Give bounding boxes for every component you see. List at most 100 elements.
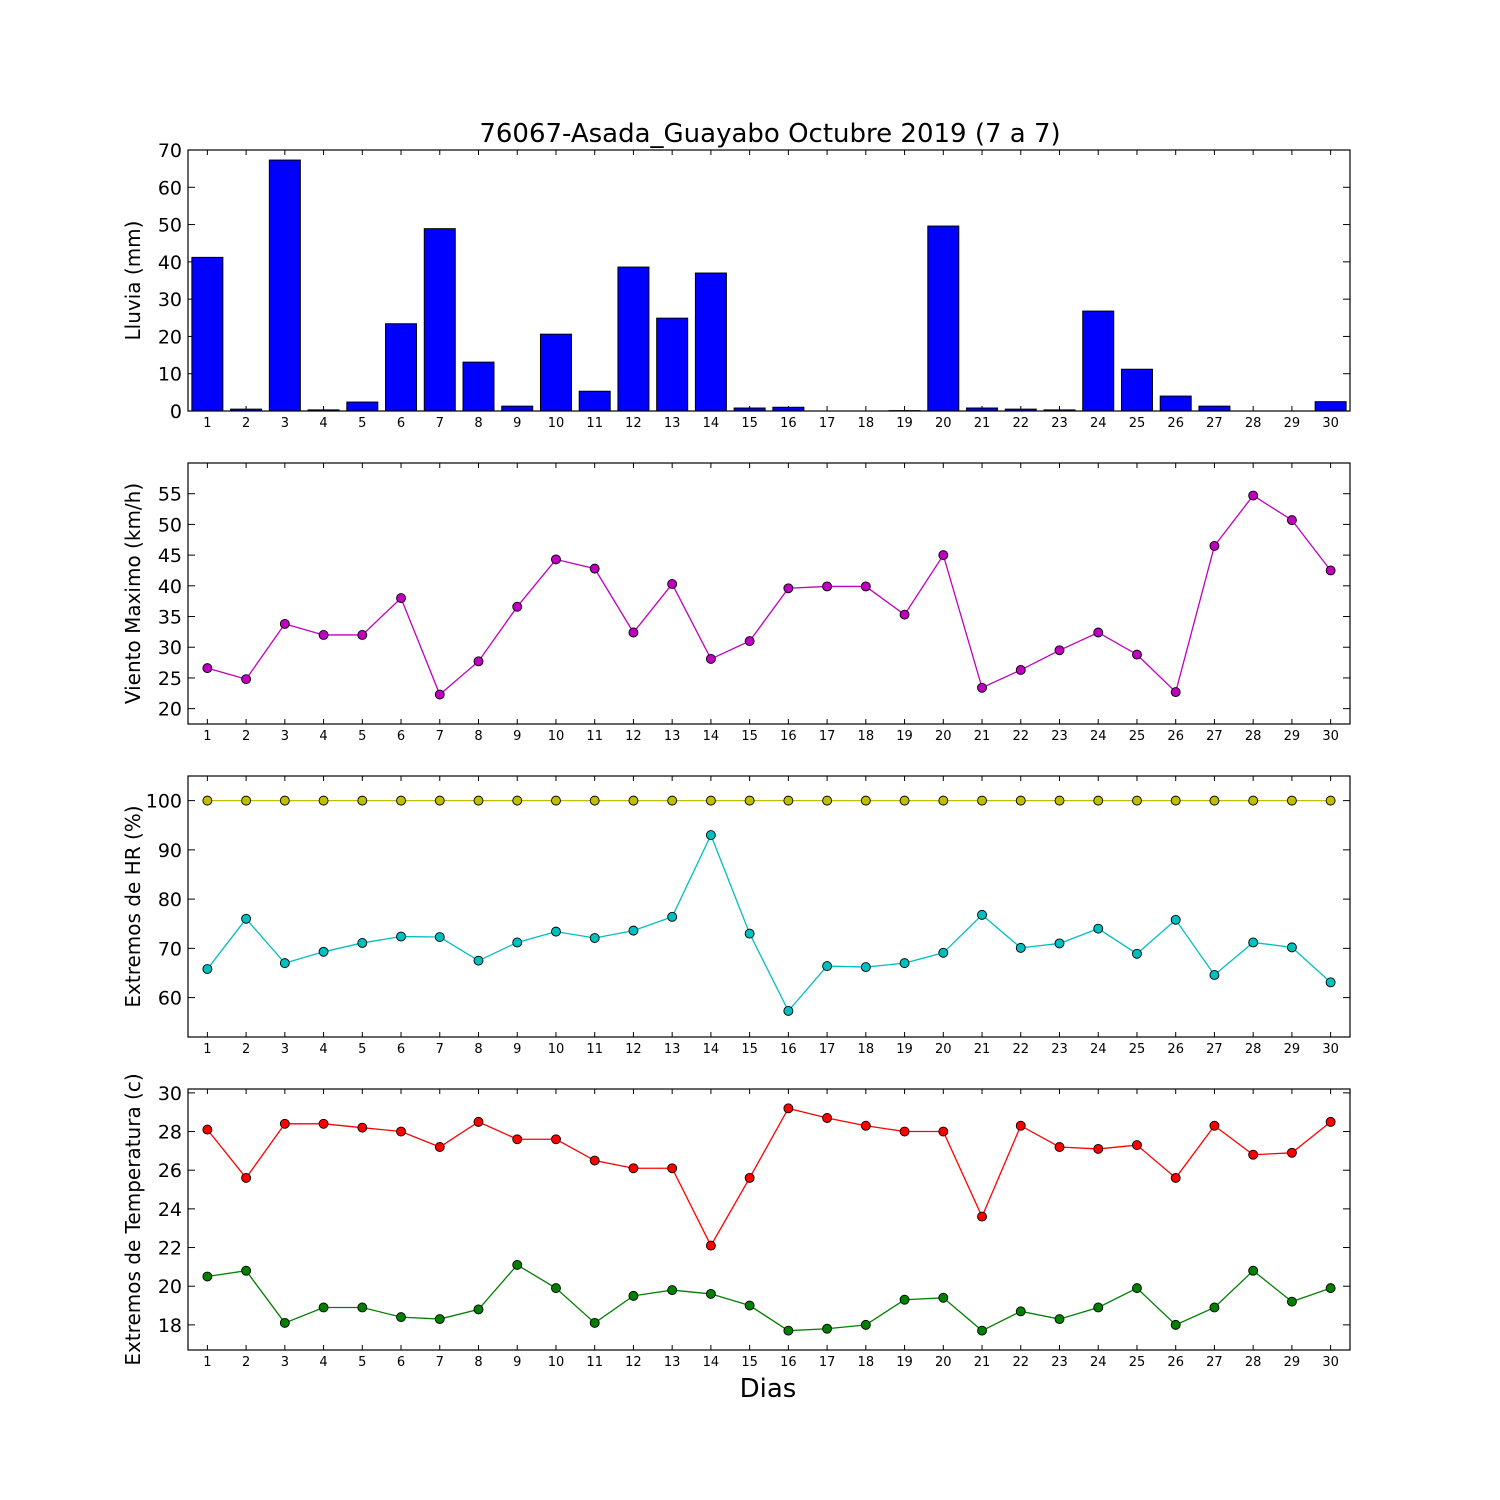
x-tick-label: 9 [513, 729, 521, 744]
point-series-2-day-25 [1132, 1283, 1142, 1294]
point-series-1-day-14 [705, 1240, 716, 1251]
x-tick-label: 16 [780, 416, 797, 431]
y-tick-label: 40 [158, 252, 182, 274]
point-series-1-day-2 [241, 1172, 252, 1183]
x-tick-label: 2 [242, 1042, 250, 1057]
point-series-2-day-7 [434, 932, 445, 942]
point-series-1-day-14 [705, 795, 716, 806]
bar-day-25 [1120, 368, 1153, 412]
point-series-2-day-16 [783, 1005, 794, 1016]
x-tick-label: 6 [397, 416, 405, 431]
point-series-1-day-13 [667, 1163, 678, 1174]
x-tick-label: 10 [548, 1355, 565, 1370]
x-tick-label: 10 [548, 1042, 565, 1057]
point-series-1-day-9 [512, 601, 523, 612]
point-series-1-day-6 [396, 795, 406, 806]
point-series-2-day-20 [938, 947, 949, 958]
axes-frame [187, 149, 1351, 412]
x-tick-label: 21 [974, 1355, 991, 1370]
point-series-1-day-4 [318, 630, 329, 640]
point-series-1-day-1 [202, 795, 213, 806]
x-tick-label: 11 [586, 416, 603, 431]
point-series-1-day-16 [783, 795, 794, 806]
bar-day-10 [539, 333, 572, 412]
x-tick-label: 28 [1245, 1042, 1262, 1057]
point-series-2-day-13 [667, 911, 678, 922]
point-series-1-day-15 [744, 1172, 755, 1183]
point-series-2-day-6 [396, 931, 406, 942]
chart-title: 76067-Asada_Guayabo Octubre 2019 (7 a 7) [479, 119, 1060, 149]
y-tick-label: 80 [158, 889, 182, 911]
y-tick-label: 60 [158, 988, 182, 1010]
point-series-1-day-8 [473, 795, 484, 806]
x-tick-label: 22 [1012, 729, 1029, 744]
point-series-2-day-30 [1325, 977, 1336, 988]
x-tick-label: 27 [1206, 1355, 1223, 1370]
point-series-2-day-26 [1170, 914, 1181, 925]
bar-day-13 [656, 317, 689, 412]
series-line-1 [207, 494, 1332, 696]
x-tick-label: 27 [1206, 1042, 1223, 1057]
x-tick-label: 12 [625, 1355, 642, 1370]
x-tick-label: 21 [974, 1042, 991, 1057]
point-series-1-day-23 [1054, 795, 1065, 806]
x-tick-label: 15 [741, 416, 758, 431]
point-series-1-day-21 [977, 795, 987, 806]
x-tick-label: 27 [1206, 729, 1223, 744]
point-series-1-day-17 [822, 1113, 833, 1123]
point-series-1-day-26 [1170, 795, 1181, 806]
series-line-1 [206, 1107, 1332, 1247]
bar-day-26 [1159, 395, 1192, 412]
point-series-2-day-13 [667, 1285, 678, 1296]
y-tick-label: 25 [158, 668, 182, 690]
x-tick-label: 7 [436, 729, 444, 744]
bar-day-1 [191, 256, 224, 412]
point-series-1-day-21 [977, 682, 987, 693]
x-tick-label: 23 [1051, 416, 1068, 431]
point-series-1-day-28 [1248, 490, 1259, 501]
y-tick-label: 30 [158, 1083, 182, 1105]
x-tick-label: 20 [935, 1355, 952, 1370]
x-tick-label: 18 [858, 729, 875, 744]
x-tick-label: 2 [242, 1355, 250, 1370]
bar-day-27 [1198, 405, 1231, 412]
point-series-1-day-19 [899, 1126, 910, 1137]
x-tick-label: 3 [281, 416, 289, 431]
x-tick-label: 17 [819, 1042, 836, 1057]
y-tick-label: 26 [158, 1160, 182, 1182]
x-tick-label: 20 [935, 416, 952, 431]
point-series-2-day-12 [628, 1290, 639, 1301]
bar-day-24 [1082, 310, 1115, 412]
x-tick-label: 12 [625, 416, 642, 431]
x-tick-label: 4 [319, 1355, 327, 1370]
y-tick-label: 50 [158, 215, 182, 237]
point-series-2-day-5 [357, 1302, 368, 1313]
x-tick-label: 29 [1284, 416, 1301, 431]
point-series-2-day-3 [279, 1317, 290, 1328]
bar-day-7 [423, 228, 456, 412]
x-tick-label: 26 [1167, 729, 1184, 744]
point-series-2-day-18 [860, 1319, 871, 1330]
x-tick-label: 14 [703, 1042, 720, 1057]
point-series-2-day-9 [512, 937, 523, 948]
y-tick-label: 50 [158, 514, 182, 536]
point-series-2-day-16 [783, 1325, 794, 1336]
point-series-1-day-9 [512, 1134, 523, 1145]
point-series-2-day-19 [899, 958, 910, 969]
series-line-2 [206, 833, 1332, 1013]
x-tick-label: 5 [358, 729, 366, 744]
point-series-1-day-7 [434, 1142, 445, 1152]
point-series-2-day-30 [1325, 1283, 1336, 1294]
point-series-1-day-27 [1209, 795, 1220, 806]
x-tick-label: 24 [1090, 416, 1107, 431]
x-tick-label: 11 [586, 1042, 603, 1057]
point-series-1-day-18 [860, 581, 871, 592]
point-series-1-day-30 [1325, 1116, 1336, 1127]
bar-day-20 [927, 225, 960, 412]
point-series-1-day-9 [512, 795, 523, 806]
x-tick-label: 15 [741, 1042, 758, 1057]
